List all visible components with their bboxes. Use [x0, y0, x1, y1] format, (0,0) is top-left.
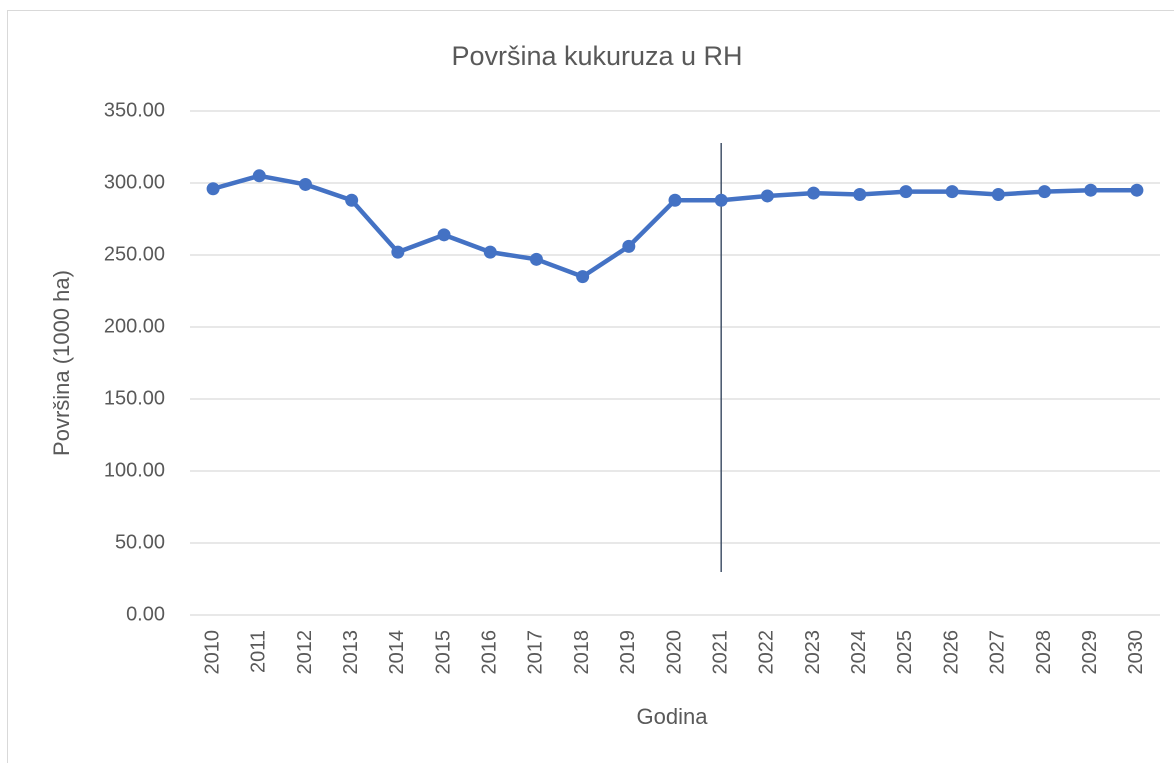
- point-marker: [576, 270, 589, 283]
- x-tick-label: 2016: [479, 630, 501, 675]
- point-marker: [345, 194, 358, 207]
- x-tick-label: 2015: [432, 630, 454, 675]
- point-marker: [530, 253, 543, 266]
- point-marker: [899, 185, 912, 198]
- point-marker: [391, 246, 404, 259]
- x-tick-label: 2022: [756, 630, 778, 675]
- point-marker: [715, 194, 728, 207]
- x-axis-label: Godina: [637, 704, 709, 729]
- point-marker: [253, 169, 266, 182]
- x-tick-label: 2010: [201, 630, 223, 675]
- point-marker: [807, 187, 820, 200]
- point-marker: [1130, 184, 1143, 197]
- x-tick-label: 2024: [848, 630, 870, 675]
- point-marker: [622, 240, 635, 253]
- point-marker: [438, 228, 451, 241]
- point-marker: [761, 189, 774, 202]
- y-tick-label: 200.00: [104, 315, 165, 337]
- x-tick-label: 2018: [571, 630, 593, 675]
- x-tick-label: 2025: [894, 630, 916, 675]
- point-marker: [853, 188, 866, 201]
- y-tick-label: 300.00: [104, 171, 165, 193]
- point-marker: [669, 194, 682, 207]
- y-tick-label: 250.00: [104, 243, 165, 265]
- x-tick-label: 2012: [294, 630, 316, 675]
- x-tick-label: 2028: [1033, 630, 1055, 675]
- y-tick-label: 50.00: [115, 531, 165, 553]
- point-marker: [207, 182, 220, 195]
- point-marker: [299, 178, 312, 191]
- x-tick-label: 2013: [340, 630, 362, 675]
- x-tick-label: 2020: [663, 630, 685, 675]
- x-tick-label: 2026: [940, 630, 962, 675]
- chart-title: Površina kukuruza u RH: [451, 41, 742, 71]
- x-tick-label: 2011: [248, 630, 270, 673]
- y-tick-label: 350.00: [104, 99, 165, 121]
- x-tick-label: 2023: [802, 630, 824, 675]
- y-tick-label: 150.00: [104, 387, 165, 409]
- y-axis-label: Površina (1000 ha): [49, 270, 74, 456]
- point-marker: [1038, 185, 1051, 198]
- point-marker: [484, 246, 497, 259]
- x-tick-label: 2021: [709, 630, 731, 675]
- y-tick-label: 0.00: [126, 603, 165, 625]
- point-marker: [1084, 184, 1097, 197]
- x-tick-label: 2030: [1125, 630, 1147, 675]
- x-tick-label: 2014: [386, 630, 408, 675]
- y-tick-label: 100.00: [104, 459, 165, 481]
- x-tick-label: 2027: [987, 630, 1009, 675]
- point-marker: [992, 188, 1005, 201]
- x-tick-label: 2029: [1079, 630, 1101, 675]
- point-marker: [946, 185, 959, 198]
- x-tick-label: 2019: [617, 630, 639, 675]
- x-tick-label: 2017: [525, 630, 547, 675]
